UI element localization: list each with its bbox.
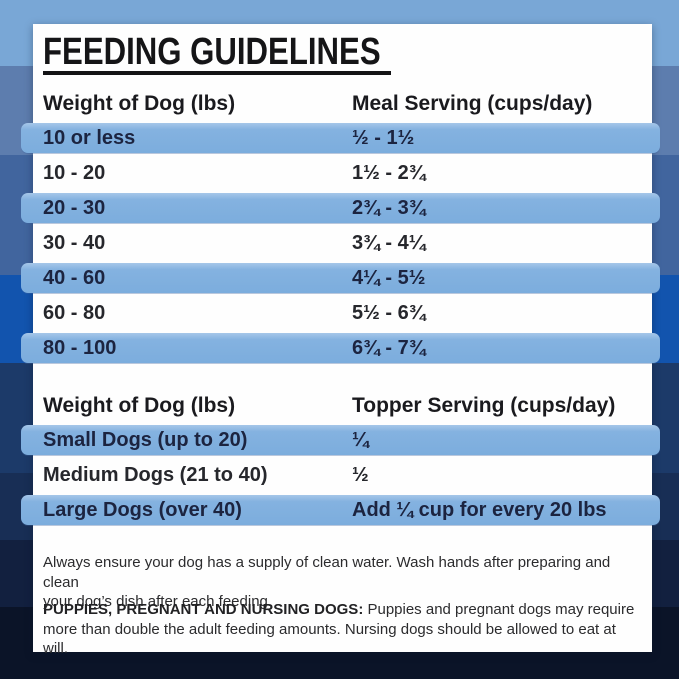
weight-cell: 20 - 30 — [43, 196, 106, 219]
row-highlight-band — [21, 123, 660, 153]
serving-cell: 3¾ - 4¼ — [352, 231, 426, 254]
serving-cell: 1½ - 2¾ — [352, 161, 426, 184]
meal-row: 40 - 60 4¼ - 5½ — [0, 261, 679, 296]
serving-cell: ½ - 1½ — [352, 126, 415, 149]
row-highlight-band — [21, 193, 660, 223]
meal-row: 30 - 40 3¾ - 4¼ — [0, 226, 679, 261]
weight-cell: 10 - 20 — [43, 161, 106, 184]
weight-cell: 30 - 40 — [43, 231, 106, 254]
page-title: FEEDING GUIDELINES — [43, 31, 381, 73]
puppies-note-label: PUPPIES, PREGNANT AND NURSING DOGS: — [43, 601, 364, 618]
serving-cell: ¼ — [352, 428, 369, 451]
weight-cell: Medium Dogs (21 to 40) — [43, 463, 268, 486]
meal-row: 10 - 20 1½ - 2¾ — [0, 156, 679, 191]
serving-cell: 5½ - 6¾ — [352, 301, 426, 324]
meal-row: 10 or less ½ - 1½ — [0, 121, 679, 156]
puppies-note-line2: more than double the adult feeding amoun… — [43, 620, 616, 658]
row-highlight-band — [21, 333, 660, 363]
meal-row: 20 - 30 2¾ - 3¾ — [0, 191, 679, 226]
serving-cell: 4¼ - 5½ — [352, 266, 426, 289]
weight-cell: Large Dogs (over 40) — [43, 498, 242, 521]
water-note-line1: Always ensure your dog has a supply of c… — [43, 554, 611, 591]
row-highlight-band — [21, 425, 660, 455]
weight-column-header: Weight of Dog (lbs) — [43, 92, 236, 115]
topper-row: Large Dogs (over 40) Add ¼ cup for every… — [0, 493, 679, 528]
topper-serving-column-header: Topper Serving (cups/day) — [352, 394, 616, 417]
puppies-note: PUPPIES, PREGNANT AND NURSING DOGS: Pupp… — [43, 600, 645, 659]
weight-cell: 10 or less — [43, 126, 136, 149]
meal-row: 60 - 80 5½ - 6¾ — [0, 296, 679, 331]
weight-column-header: Weight of Dog (lbs) — [43, 394, 236, 417]
meal-row: 80 - 100 6¾ - 7¾ — [0, 331, 679, 366]
puppies-note-line1: Puppies and pregnant dogs may require — [363, 601, 635, 618]
weight-cell: Small Dogs (up to 20) — [43, 428, 248, 451]
weight-cell: 40 - 60 — [43, 266, 106, 289]
topper-row: Medium Dogs (21 to 40) ½ — [0, 458, 679, 493]
water-note-line2: your dog’s dish after each feeding. — [43, 593, 273, 610]
serving-cell: Add ¼ cup for every 20 lbs — [352, 498, 607, 521]
row-highlight-band — [21, 495, 660, 525]
topper-row: Small Dogs (up to 20) ¼ — [0, 423, 679, 458]
weight-cell: 60 - 80 — [43, 301, 106, 324]
meal-table-header: Weight of Dog (lbs) Meal Serving (cups/d… — [0, 90, 679, 118]
row-highlight-band — [21, 263, 660, 293]
weight-cell: 80 - 100 — [43, 336, 117, 359]
serving-cell: 2¾ - 3¾ — [352, 196, 426, 219]
water-note: Always ensure your dog has a supply of c… — [43, 553, 645, 612]
meal-serving-column-header: Meal Serving (cups/day) — [352, 92, 593, 115]
serving-cell: ½ — [352, 463, 369, 486]
serving-cell: 6¾ - 7¾ — [352, 336, 426, 359]
topper-table-header: Weight of Dog (lbs) Topper Serving (cups… — [0, 392, 679, 420]
title-underline — [43, 71, 391, 75]
